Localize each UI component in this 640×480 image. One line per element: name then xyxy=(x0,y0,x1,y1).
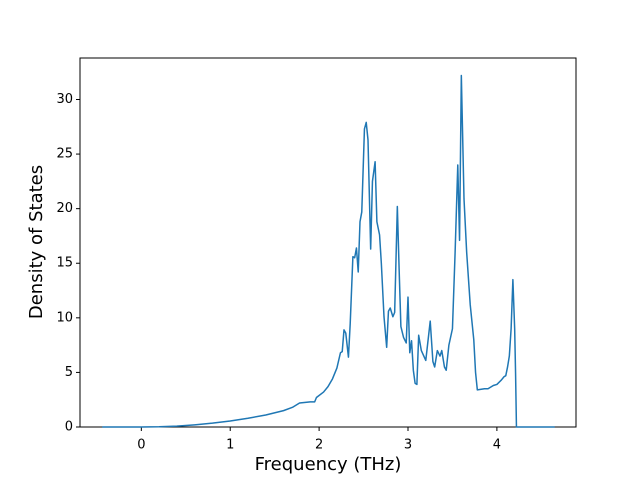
x-tick-label: 2 xyxy=(315,438,323,453)
x-tick-label: 3 xyxy=(404,438,412,453)
y-tick-label: 5 xyxy=(65,365,73,380)
x-axis-label: Frequency (THz) xyxy=(255,454,402,475)
y-tick-label: 30 xyxy=(56,92,73,107)
y-tick-label: 0 xyxy=(65,420,73,435)
y-tick-label: 10 xyxy=(56,310,73,325)
x-tick-label: 0 xyxy=(137,438,145,453)
y-axis-label: Density of States xyxy=(26,165,47,319)
y-tick-label: 25 xyxy=(56,147,73,162)
plot-frame xyxy=(79,57,577,428)
line xyxy=(102,74,555,428)
y-tick-label: 20 xyxy=(56,201,73,216)
y-tick-label: 15 xyxy=(56,256,73,271)
x-tick-label: 1 xyxy=(226,438,234,453)
x-tick-label: 4 xyxy=(493,438,501,453)
